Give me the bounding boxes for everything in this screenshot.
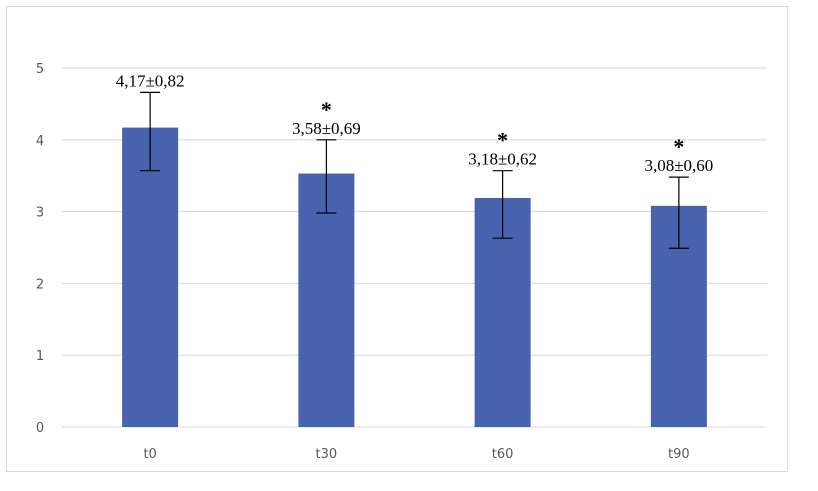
y-tick-label: 2 xyxy=(36,277,44,292)
data-labels: 4,17±0,823,58±0,69*3,18±0,62*3,08±0,60* xyxy=(116,71,714,175)
x-tick-label: t90 xyxy=(668,447,690,462)
y-axis-ticks: 0 1 2 3 4 5 xyxy=(36,62,44,436)
x-tick-label: t60 xyxy=(492,447,514,462)
x-axis-ticks: t0 t30 t60 t90 xyxy=(143,447,689,462)
data-label: 3,08±0,60 xyxy=(644,156,713,175)
bar xyxy=(122,127,179,428)
y-tick-label: 3 xyxy=(36,206,44,221)
error-bars xyxy=(140,91,689,249)
bars xyxy=(122,127,707,428)
data-label: 3,58±0,69 xyxy=(292,119,361,138)
significance-marker: * xyxy=(321,97,332,122)
y-tick-label: 5 xyxy=(36,62,44,77)
significance-marker: * xyxy=(673,134,684,159)
y-tick-label: 0 xyxy=(36,421,44,436)
y-tick-label: 1 xyxy=(36,349,44,364)
significance-marker: * xyxy=(497,128,508,153)
bar xyxy=(298,173,355,427)
x-tick-label: t30 xyxy=(316,447,338,462)
data-label: 4,17±0,82 xyxy=(116,71,185,90)
data-label: 3,18±0,62 xyxy=(468,150,537,169)
gridlines xyxy=(62,67,767,428)
y-tick-label: 4 xyxy=(36,134,44,149)
x-tick-label: t0 xyxy=(143,447,156,462)
